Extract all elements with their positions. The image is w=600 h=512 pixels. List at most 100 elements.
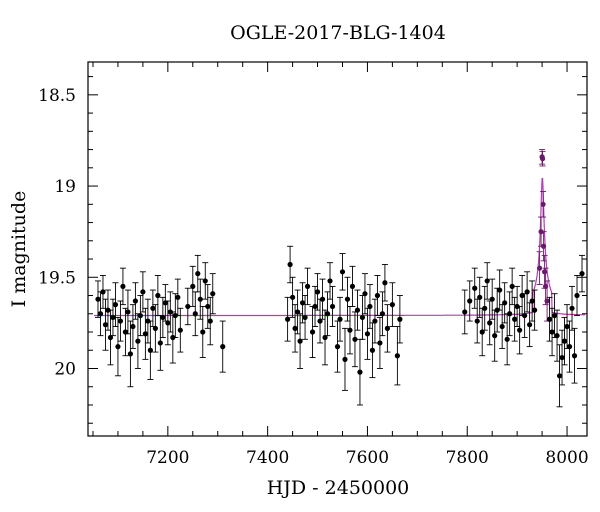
x-tick-label: 7800 bbox=[446, 448, 489, 468]
data-point bbox=[327, 278, 333, 284]
data-point bbox=[309, 329, 316, 335]
x-tick-label: 7400 bbox=[246, 448, 289, 468]
data-point bbox=[477, 294, 483, 300]
data-point bbox=[384, 325, 390, 331]
data-point bbox=[364, 331, 371, 337]
data-point bbox=[220, 344, 226, 350]
data-point bbox=[322, 334, 328, 341]
data-point bbox=[487, 320, 493, 326]
data-point bbox=[377, 340, 383, 346]
data-point bbox=[559, 354, 565, 361]
data-point bbox=[504, 336, 510, 342]
data-point bbox=[285, 316, 291, 322]
data-point bbox=[372, 318, 378, 324]
y-tick-label: 20 bbox=[54, 359, 76, 379]
data-point bbox=[175, 294, 181, 300]
data-point bbox=[541, 269, 548, 275]
y-axis-label: I magnitude bbox=[8, 191, 30, 308]
data-point bbox=[354, 307, 361, 313]
data-point bbox=[120, 283, 126, 289]
data-point bbox=[339, 269, 346, 275]
data-point bbox=[122, 329, 129, 335]
data-point bbox=[329, 303, 336, 310]
data-point bbox=[294, 309, 301, 315]
data-point bbox=[489, 296, 495, 302]
data-point bbox=[112, 302, 119, 308]
data-point bbox=[147, 347, 153, 353]
data-point bbox=[512, 316, 518, 322]
data-point bbox=[374, 292, 381, 299]
data-point bbox=[287, 261, 293, 268]
data-point bbox=[492, 333, 498, 339]
data-point bbox=[532, 307, 538, 313]
data-point bbox=[319, 296, 326, 302]
data-point bbox=[561, 338, 568, 344]
data-point bbox=[292, 325, 298, 331]
data-point bbox=[337, 316, 343, 322]
data-point bbox=[160, 314, 166, 321]
data-point bbox=[540, 243, 547, 249]
data-point bbox=[210, 291, 216, 297]
data-point bbox=[544, 298, 550, 304]
data-point bbox=[342, 356, 348, 362]
data-point bbox=[367, 303, 373, 310]
data-point bbox=[474, 318, 480, 324]
chart-title: OGLE-2017-BLG-1404 bbox=[230, 22, 446, 44]
data-point bbox=[289, 294, 296, 300]
data-point bbox=[177, 327, 183, 333]
data-point bbox=[357, 369, 363, 375]
data-point bbox=[312, 303, 318, 310]
data-point bbox=[482, 305, 488, 311]
data-point bbox=[566, 344, 573, 350]
data-point bbox=[107, 334, 114, 341]
data-point bbox=[324, 311, 331, 317]
data-point bbox=[304, 283, 311, 289]
data-point bbox=[200, 329, 206, 335]
data-point bbox=[137, 312, 143, 319]
data-point bbox=[546, 316, 553, 322]
data-point bbox=[347, 327, 353, 333]
data-point bbox=[524, 289, 530, 295]
data-point bbox=[549, 329, 555, 335]
data-point bbox=[317, 318, 323, 324]
data-point bbox=[467, 298, 473, 304]
data-point bbox=[314, 289, 321, 295]
data-point bbox=[571, 353, 578, 359]
data-point bbox=[344, 296, 351, 302]
data-point bbox=[569, 305, 575, 311]
data-point bbox=[574, 292, 580, 299]
data-point bbox=[157, 340, 163, 346]
data-point bbox=[205, 303, 211, 310]
data-point bbox=[507, 311, 513, 317]
data-point bbox=[195, 271, 201, 277]
data-point bbox=[202, 278, 208, 284]
data-point bbox=[352, 336, 358, 342]
data-point bbox=[207, 318, 213, 324]
data-point bbox=[522, 312, 528, 319]
data-point bbox=[509, 283, 515, 289]
data-point bbox=[382, 280, 388, 286]
data-point bbox=[379, 311, 386, 317]
data-point bbox=[192, 311, 198, 317]
data-point bbox=[517, 327, 523, 333]
data-point bbox=[479, 329, 485, 335]
data-point bbox=[519, 292, 525, 299]
data-point bbox=[185, 303, 191, 310]
data-point bbox=[556, 373, 563, 379]
data-point bbox=[102, 322, 109, 328]
data-point bbox=[190, 283, 196, 289]
data-point bbox=[362, 291, 368, 297]
data-point bbox=[140, 289, 146, 295]
x-axis-label: HJD - 2450000 bbox=[267, 477, 410, 499]
data-point bbox=[132, 298, 139, 304]
data-point bbox=[564, 323, 570, 330]
data-point bbox=[554, 333, 560, 339]
x-tick-label: 7200 bbox=[146, 448, 189, 468]
data-point bbox=[125, 309, 131, 315]
x-tick-label: 7600 bbox=[346, 448, 389, 468]
data-point bbox=[551, 312, 558, 319]
data-point bbox=[302, 314, 308, 321]
x-tick-label: 8000 bbox=[545, 448, 588, 468]
data-point bbox=[499, 323, 505, 330]
